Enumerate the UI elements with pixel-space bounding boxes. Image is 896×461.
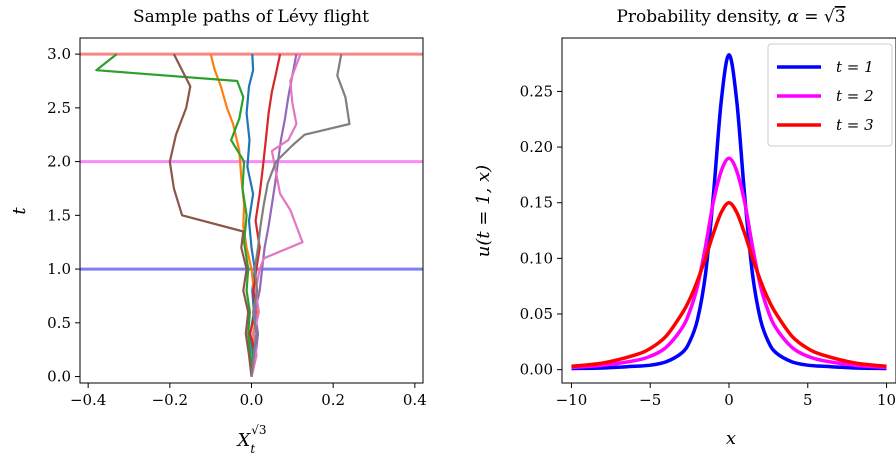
right-title-alpha: α <box>787 7 799 27</box>
right-y-tick-label: 0.00 <box>520 361 553 379</box>
left-x-ticks: −0.4 −0.2 0.0 0.2 0.4 <box>70 383 427 409</box>
right-chart-title: Probability density, α = √3 <box>616 7 845 27</box>
right-title-sqrt: √ <box>824 7 835 27</box>
left-y-tick-label: 0.5 <box>47 314 71 332</box>
left-y-tick-label: 1.5 <box>47 206 71 224</box>
left-y-tick-label: 0.0 <box>47 368 71 386</box>
left-x-tick-label: 0.2 <box>321 391 345 409</box>
right-density-curves <box>571 52 887 371</box>
right-x-tick-label: 0 <box>724 391 734 409</box>
left-chart-title: Sample paths of Lévy flight <box>133 7 369 27</box>
right-y-tick-label: 0.15 <box>520 194 553 212</box>
sample-path-4 <box>248 53 282 377</box>
right-x-tick-label: −5 <box>639 391 661 409</box>
right-y-ticks: 0.00 0.05 0.10 0.15 0.20 0.25 <box>520 82 562 379</box>
sample-path-7 <box>250 53 304 377</box>
left-panel: Sample paths of Lévy flight −0.4 −0.2 0.0 0… <box>9 7 427 456</box>
left-y-tick-label: 2.5 <box>47 99 71 117</box>
sample-path-5 <box>250 53 298 377</box>
left-y-axis-label: t <box>9 207 30 215</box>
density-curve-t1 <box>571 52 887 371</box>
right-x-tick-label: 5 <box>803 391 813 409</box>
right-x-axis-label: x <box>726 428 736 449</box>
left-y-tick-label: 3.0 <box>47 45 71 63</box>
left-x-label-sup: √3 <box>251 423 266 437</box>
density-curve-t3 <box>571 200 887 369</box>
left-x-tick-label: 0.0 <box>240 391 264 409</box>
left-x-tick-label: −0.4 <box>70 391 106 409</box>
legend-label-t2: t = 2 <box>836 87 874 105</box>
right-x-ticks: −10 −5 0 5 10 <box>556 383 896 409</box>
legend-label-t1: t = 1 <box>836 58 874 76</box>
sample-path-3 <box>95 53 253 377</box>
right-y-tick-label: 0.05 <box>520 305 553 323</box>
right-x-tick-label: 10 <box>877 391 896 409</box>
right-title-prefix: Probability density, <box>616 7 787 27</box>
legend-label-t3: t = 3 <box>836 116 874 134</box>
right-y-tick-label: 0.25 <box>520 82 553 100</box>
left-sample-paths <box>95 53 351 377</box>
right-panel: Probability density, α = √3 −10 −5 0 5 10 0.… <box>473 7 896 449</box>
legend-box <box>767 43 893 147</box>
left-y-ticks: 0.0 0.5 1.0 1.5 2.0 2.5 3.0 <box>47 45 80 386</box>
right-title-eq: = <box>799 7 824 27</box>
right-y-axis-label: u(t = 1, x) <box>473 165 494 257</box>
legend: t = 1 t = 2 t = 3 <box>767 43 893 147</box>
left-x-label-base: X <box>236 430 252 451</box>
right-x-tick-label: −10 <box>556 391 588 409</box>
left-y-tick-label: 1.0 <box>47 260 71 278</box>
left-x-tick-label: −0.2 <box>152 391 188 409</box>
sample-path-6 <box>168 53 253 377</box>
left-x-tick-label: 0.4 <box>403 391 427 409</box>
left-x-axis-label: Xt √3 <box>236 423 267 456</box>
density-curve-t2 <box>571 156 887 370</box>
left-x-label-sub: t <box>250 442 255 456</box>
right-y-tick-label: 0.20 <box>520 138 553 156</box>
left-y-tick-label: 2.0 <box>47 153 71 171</box>
right-title-sqrt-arg: 3 <box>835 7 846 27</box>
sample-path-8 <box>250 53 351 377</box>
right-y-tick-label: 0.10 <box>520 249 553 267</box>
